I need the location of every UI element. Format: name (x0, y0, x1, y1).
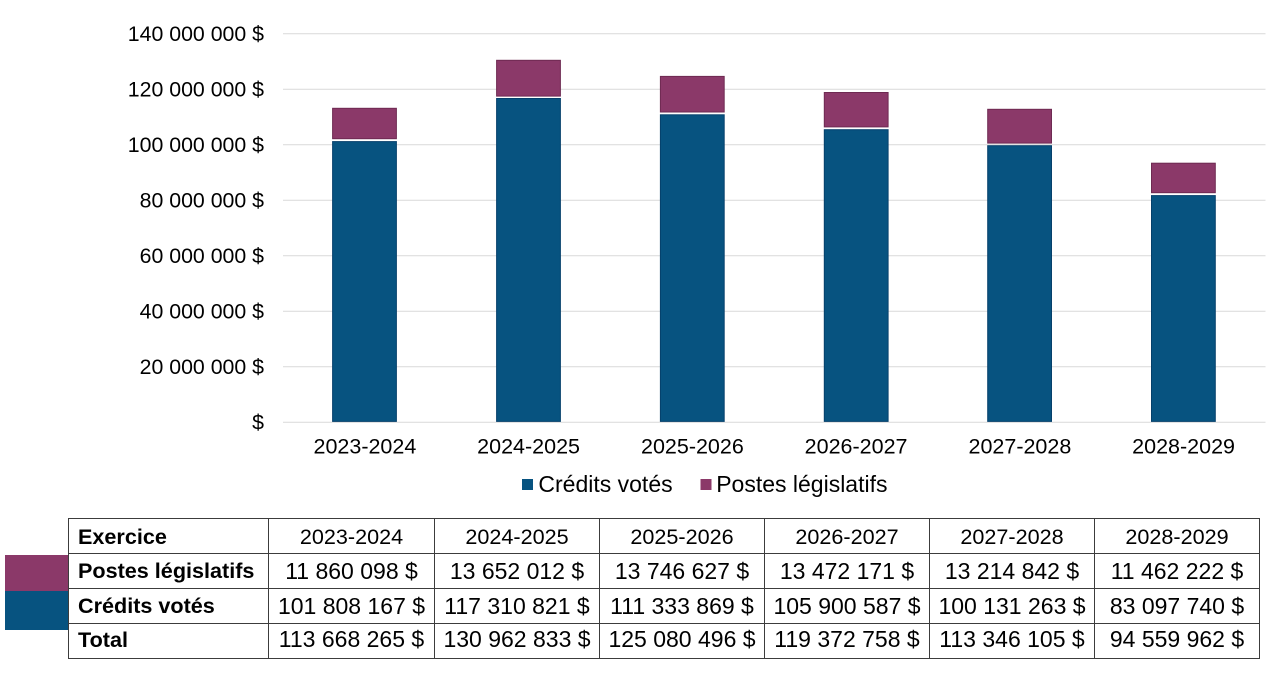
svg-text:2024-2025: 2024-2025 (477, 434, 580, 458)
svg-text:Crédits votés: Crédits votés (538, 471, 672, 497)
svg-text:40 000 000 $: 40 000 000 $ (140, 300, 265, 324)
svg-text:20 000 000 $: 20 000 000 $ (140, 355, 265, 379)
svg-text:2028-2029: 2028-2029 (1132, 434, 1235, 458)
svg-text:Postes législatifs: Postes législatifs (716, 471, 887, 497)
svg-text:80 000 000 $: 80 000 000 $ (140, 189, 265, 213)
svg-text:2023-2024: 2023-2024 (313, 434, 416, 458)
svg-text:2027-2028: 2027-2028 (968, 434, 1071, 458)
svg-text:140 000 000 $: 140 000 000 $ (128, 22, 264, 46)
svg-text:100 000 000 $: 100 000 000 $ (128, 133, 264, 157)
svg-text:2026-2027: 2026-2027 (805, 434, 908, 458)
svg-text:$: $ (252, 411, 264, 435)
svg-text:120 000 000 $: 120 000 000 $ (128, 78, 264, 102)
svg-text:2025-2026: 2025-2026 (641, 434, 744, 458)
svg-text:60 000 000 $: 60 000 000 $ (140, 244, 265, 268)
